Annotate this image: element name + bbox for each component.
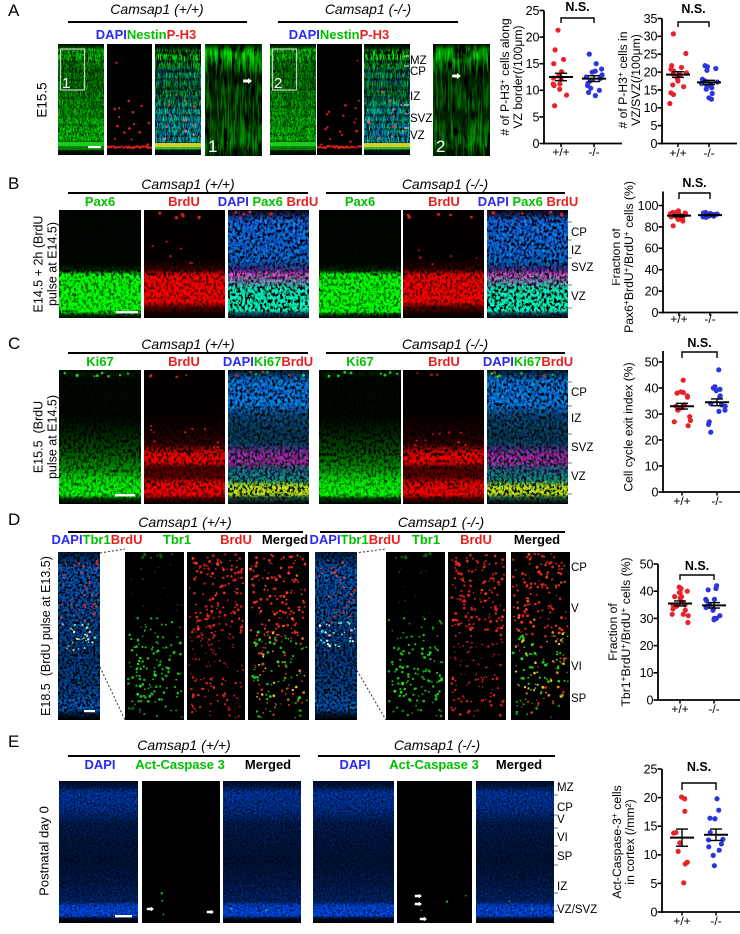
svg-text:VZ border(/100μm): VZ border(/100μm) <box>511 25 525 128</box>
svg-text:Fraction of: Fraction of <box>608 603 620 661</box>
svg-text:5: 5 <box>533 110 540 124</box>
svg-text:Pax6+BrdU+/BrdU+ cells (%): Pax6+BrdU+/BrdU+ cells (%) <box>621 181 636 333</box>
svg-text:Fraction of: Fraction of <box>612 228 623 286</box>
svg-text:15: 15 <box>644 83 658 97</box>
svg-text:N.S.: N.S. <box>687 760 711 774</box>
svg-text:50: 50 <box>640 557 654 571</box>
svg-text:25: 25 <box>644 48 658 62</box>
svg-text:5: 5 <box>651 119 658 133</box>
svg-text:50: 50 <box>645 355 659 369</box>
svg-text:0: 0 <box>533 137 540 151</box>
svg-text:25: 25 <box>644 762 658 776</box>
svg-text:100: 100 <box>638 199 659 213</box>
svg-text:N.S.: N.S. <box>565 0 589 14</box>
svg-text:+/+: +/+ <box>673 914 690 928</box>
svg-text:+/+: +/+ <box>671 702 688 716</box>
svg-text:Cell cycle exit index (%): Cell cycle exit index (%) <box>621 362 635 491</box>
svg-text:25: 25 <box>526 4 540 18</box>
svg-text:20: 20 <box>645 433 659 447</box>
svg-text:0: 0 <box>652 485 659 499</box>
svg-text:30: 30 <box>644 30 658 44</box>
svg-text:5: 5 <box>651 877 658 891</box>
svg-text:0: 0 <box>652 306 659 320</box>
svg-text:40: 40 <box>645 381 659 395</box>
svg-text:10: 10 <box>644 101 658 115</box>
svg-text:0: 0 <box>651 137 658 151</box>
svg-text:# of P-H3+ cells in: # of P-H3+ cells in <box>615 31 630 128</box>
svg-text:20: 20 <box>640 639 654 653</box>
svg-text:-/-: -/- <box>704 312 715 326</box>
svg-text:0: 0 <box>647 693 654 707</box>
svg-text:20: 20 <box>644 791 658 805</box>
svg-text:40: 40 <box>645 263 659 277</box>
svg-text:-/-: -/- <box>703 146 714 160</box>
svg-text:N.S.: N.S. <box>681 2 705 16</box>
svg-text:+/+: +/+ <box>669 146 686 160</box>
svg-text:0: 0 <box>651 905 658 919</box>
svg-text:in cortex (/mm²): in cortex (/mm²) <box>623 799 637 884</box>
svg-text:30: 30 <box>645 407 659 421</box>
svg-text:10: 10 <box>526 84 540 98</box>
svg-text:VZ/SVZ(/100μm): VZ/SVZ(/100μm) <box>629 34 643 126</box>
svg-text:1: 1 <box>208 137 217 156</box>
svg-text:# of P-H3+ cells along: # of P-H3+ cells along <box>497 18 512 135</box>
svg-text:10: 10 <box>644 848 658 862</box>
svg-text:80: 80 <box>645 220 659 234</box>
svg-text:40: 40 <box>640 585 654 599</box>
svg-text:30: 30 <box>640 612 654 626</box>
svg-text:10: 10 <box>640 666 654 680</box>
svg-text:2: 2 <box>274 75 282 92</box>
svg-text:N.S.: N.S. <box>687 336 711 350</box>
svg-text:-/-: -/- <box>588 145 599 159</box>
svg-text:1: 1 <box>62 75 70 92</box>
svg-text:20: 20 <box>526 30 540 44</box>
svg-text:+/+: +/+ <box>552 145 569 159</box>
svg-text:-/-: -/- <box>708 702 719 716</box>
svg-text:-/-: -/- <box>710 914 721 928</box>
svg-text:15: 15 <box>644 820 658 834</box>
svg-text:35: 35 <box>644 12 658 26</box>
svg-text:60: 60 <box>645 242 659 256</box>
svg-text:N.S.: N.S. <box>685 559 709 573</box>
svg-text:Act-Caspase-3+ cells: Act-Caspase-3+ cells <box>612 785 624 898</box>
svg-text:+/+: +/+ <box>670 312 687 326</box>
svg-text:20: 20 <box>644 65 658 79</box>
svg-text:-/-: -/- <box>711 494 722 508</box>
svg-text:10: 10 <box>645 459 659 473</box>
svg-text:N.S.: N.S. <box>682 176 706 190</box>
svg-text:20: 20 <box>645 284 659 298</box>
svg-text:15: 15 <box>526 57 540 71</box>
svg-text:+/+: +/+ <box>673 494 690 508</box>
svg-text:Tbr1+BrdU+/BrdU+ cells (%): Tbr1+BrdU+/BrdU+ cells (%) <box>618 557 633 706</box>
svg-text:2: 2 <box>436 137 445 156</box>
